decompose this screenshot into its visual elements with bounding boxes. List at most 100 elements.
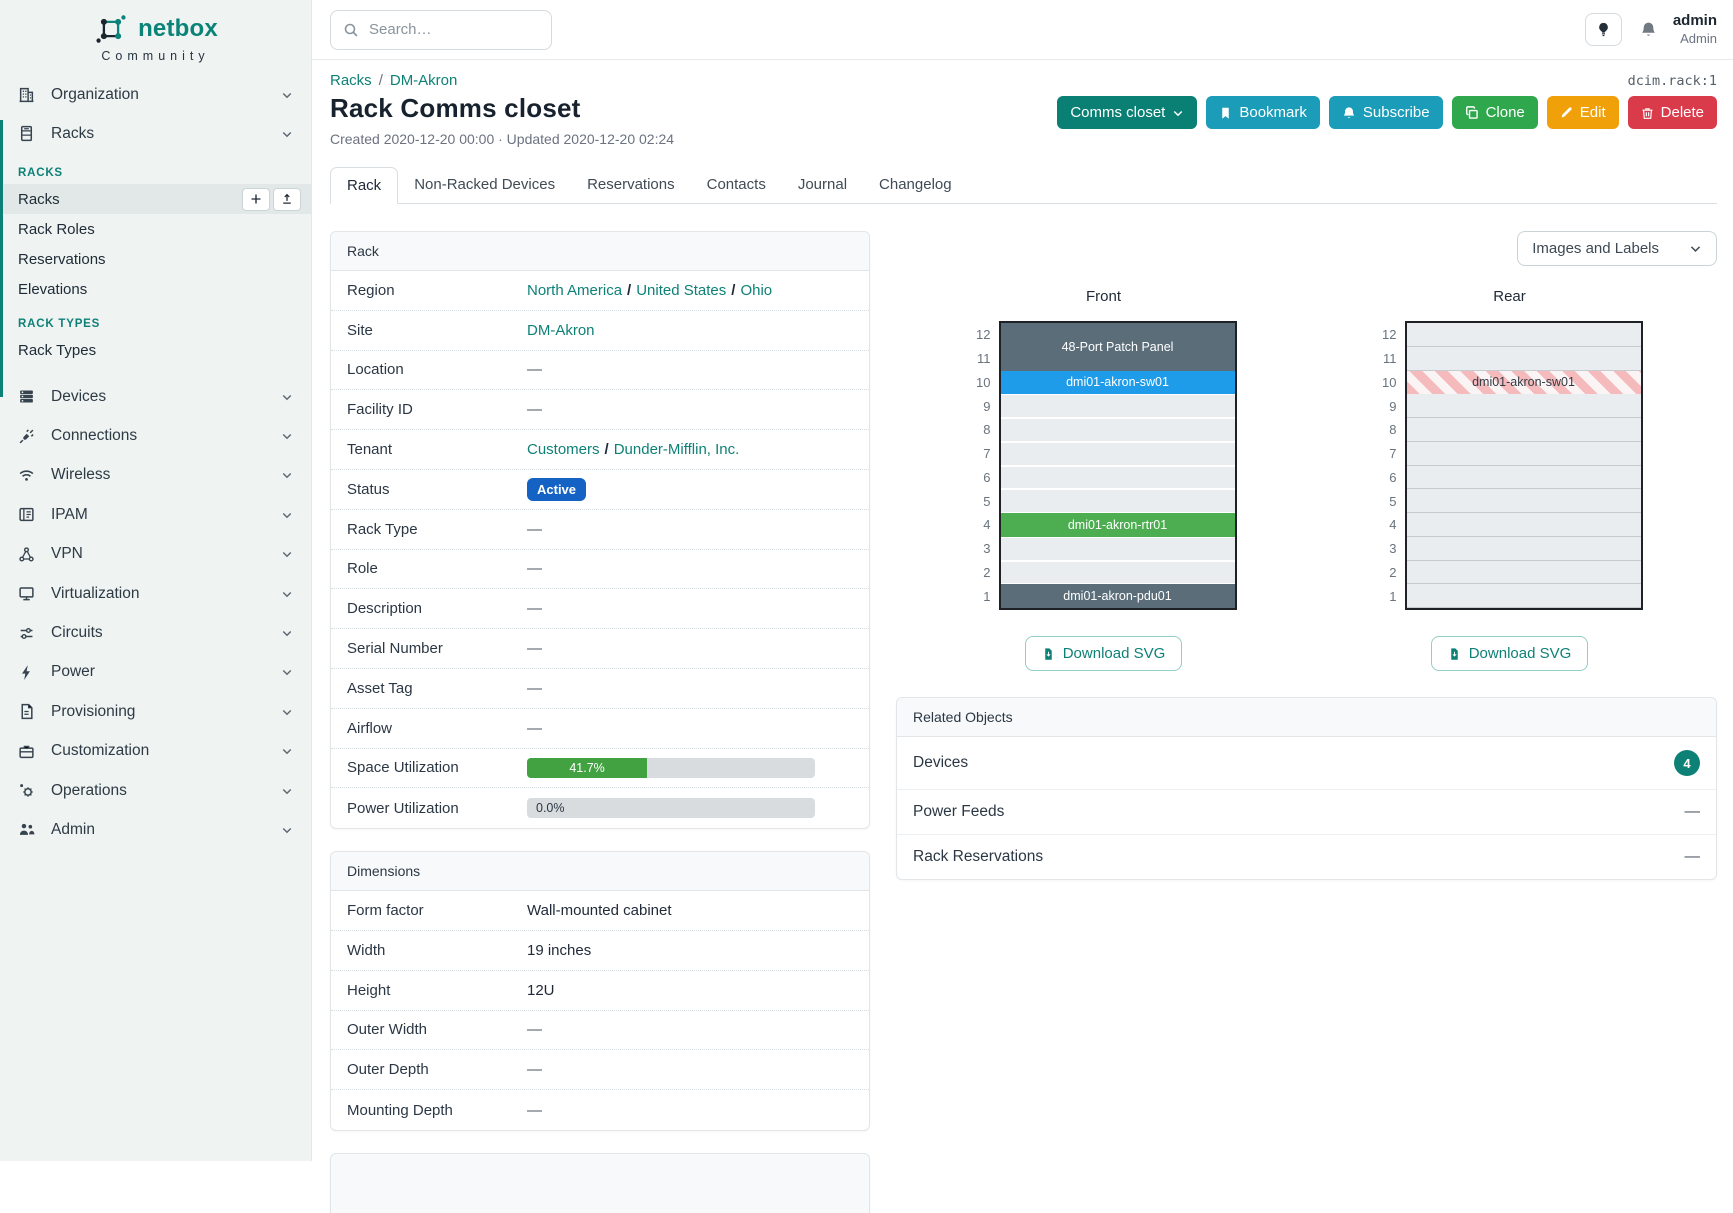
breadcrumb-link[interactable]: Racks [330, 72, 372, 89]
user-menu[interactable]: admin Admin [1673, 12, 1717, 47]
rack-slot[interactable] [1001, 419, 1235, 441]
rack-slot[interactable] [1407, 394, 1641, 418]
rack-slot[interactable] [1407, 418, 1641, 442]
rack-slot[interactable] [1407, 323, 1641, 347]
utilization-bar-text: 0.0% [536, 801, 565, 815]
field-label: Outer Depth [347, 1061, 527, 1078]
import-button[interactable] [273, 188, 301, 211]
tab-contacts[interactable]: Contacts [691, 167, 782, 203]
rack-device[interactable]: dmi01-akron-rtr01 [1001, 513, 1235, 537]
subscribe-button[interactable]: Subscribe [1329, 96, 1443, 129]
sidebar-item-organization[interactable]: Organization [0, 75, 311, 114]
sidebar-item-racks[interactable]: Racks [0, 114, 311, 153]
button-label: Subscribe [1363, 104, 1430, 121]
value-link[interactable]: North America [527, 282, 622, 299]
unit-label: 6 [971, 466, 991, 490]
sidebar-item-rack-types[interactable]: Rack Types [0, 335, 311, 365]
rack-slot[interactable] [1407, 584, 1641, 608]
unit-label: 3 [971, 537, 991, 561]
sidebar-item-ipam[interactable]: IPAM [0, 495, 311, 534]
rack-slot[interactable] [1407, 489, 1641, 513]
sidebar-item-label: Wireless [51, 466, 110, 484]
tab-rack[interactable]: Rack [330, 167, 398, 204]
elevation-view-select[interactable]: Images and Labels [1517, 231, 1717, 266]
netbox-logo[interactable]: netbox [0, 0, 311, 45]
search-box[interactable] [330, 10, 552, 50]
clone-button[interactable]: Clone [1452, 96, 1538, 129]
sidebar-item-circuits[interactable]: Circuits [0, 613, 311, 652]
sidebar-item-label: Virtualization [51, 585, 139, 603]
sidebar-item-operations[interactable]: Operations [0, 771, 311, 810]
empty-value: — [527, 560, 542, 577]
value-link[interactable]: DM-Akron [527, 322, 595, 339]
active-group-indicator [0, 120, 3, 397]
theme-toggle-button[interactable] [1585, 13, 1622, 46]
rack-device[interactable]: dmi01-akron-sw01 [1407, 371, 1641, 395]
rack-slot[interactable] [1001, 395, 1235, 417]
download-svg-button-front[interactable]: Download SVG [1025, 636, 1183, 671]
user-name: admin [1673, 12, 1717, 31]
tab-non-racked-devices[interactable]: Non-Racked Devices [398, 167, 571, 203]
pencil-icon [1560, 106, 1573, 119]
rack-device[interactable]: dmi01-akron-pdu01 [1001, 584, 1235, 608]
utilization-bar: 41.7% [527, 758, 815, 778]
notifications-bell-icon[interactable] [1640, 21, 1657, 38]
rack-slot[interactable] [1001, 467, 1235, 489]
value-link[interactable]: Customers [527, 441, 600, 458]
rack-slot[interactable] [1407, 442, 1641, 466]
sidebar-item-vpn[interactable]: VPN [0, 535, 311, 574]
rack-slot[interactable] [1407, 347, 1641, 371]
sidebar-item-racks[interactable]: Racks [0, 184, 311, 214]
tab-journal[interactable]: Journal [782, 167, 863, 203]
sidebar-item-connections[interactable]: Connections [0, 416, 311, 455]
sidebar-item-elevations[interactable]: Elevations [0, 274, 311, 304]
related-object-row[interactable]: Rack Reservations— [897, 835, 1716, 879]
tab-changelog[interactable]: Changelog [863, 167, 968, 203]
sidebar-item-customization[interactable]: Customization [0, 732, 311, 771]
search-input[interactable] [369, 21, 519, 38]
tab-reservations[interactable]: Reservations [571, 167, 691, 203]
sidebar-item-reservations[interactable]: Reservations [0, 244, 311, 274]
value-link[interactable]: Ohio [740, 282, 772, 299]
rack-slot[interactable] [1407, 466, 1641, 490]
edit-button[interactable]: Edit [1547, 96, 1619, 129]
rack-slot[interactable] [1407, 513, 1641, 537]
comms-closet-button[interactable]: Comms closet [1057, 96, 1197, 129]
field-value: Wall-mounted cabinet [527, 902, 853, 919]
rack-slot[interactable] [1001, 443, 1235, 465]
rack-device[interactable]: dmi01-akron-sw01 [1001, 371, 1235, 395]
rack-slot[interactable] [1407, 561, 1641, 585]
chevron-down-icon [281, 128, 293, 140]
brand-name: netbox [138, 15, 218, 43]
sidebar-item-devices[interactable]: Devices [0, 377, 311, 416]
field-value: — [527, 720, 853, 737]
bookmark-button[interactable]: Bookmark [1206, 96, 1320, 129]
rack-device[interactable]: 48-Port Patch Panel [1001, 323, 1235, 371]
rack-slot[interactable] [1001, 490, 1235, 512]
sidebar-item-wireless[interactable]: Wireless [0, 456, 311, 495]
sidebar-item-rack-roles[interactable]: Rack Roles [0, 214, 311, 244]
download-svg-button-rear[interactable]: Download SVG [1431, 636, 1589, 671]
value-link[interactable]: United States [636, 282, 726, 299]
sidebar-item-provisioning[interactable]: Provisioning [0, 692, 311, 731]
rack-slot[interactable] [1001, 538, 1235, 560]
rack-slot[interactable] [1001, 562, 1235, 584]
sidebar-item-power[interactable]: Power [0, 653, 311, 692]
related-object-row[interactable]: Power Feeds— [897, 790, 1716, 835]
delete-button[interactable]: Delete [1628, 96, 1717, 129]
rack-slot[interactable] [1407, 537, 1641, 561]
value-link[interactable]: Dunder-Mifflin, Inc. [614, 441, 740, 458]
add-button[interactable] [242, 188, 270, 211]
sidebar-item-virtualization[interactable]: Virtualization [0, 574, 311, 613]
sidebar-item-label: Reservations [18, 251, 106, 268]
breadcrumb-link[interactable]: DM-Akron [390, 72, 458, 89]
sidebar-item-label: Circuits [51, 624, 103, 642]
sidebar-item-admin[interactable]: Admin [0, 810, 311, 849]
sidebar-item-label: VPN [51, 545, 83, 563]
field-label: Serial Number [347, 640, 527, 657]
unit-label: 9 [971, 394, 991, 418]
